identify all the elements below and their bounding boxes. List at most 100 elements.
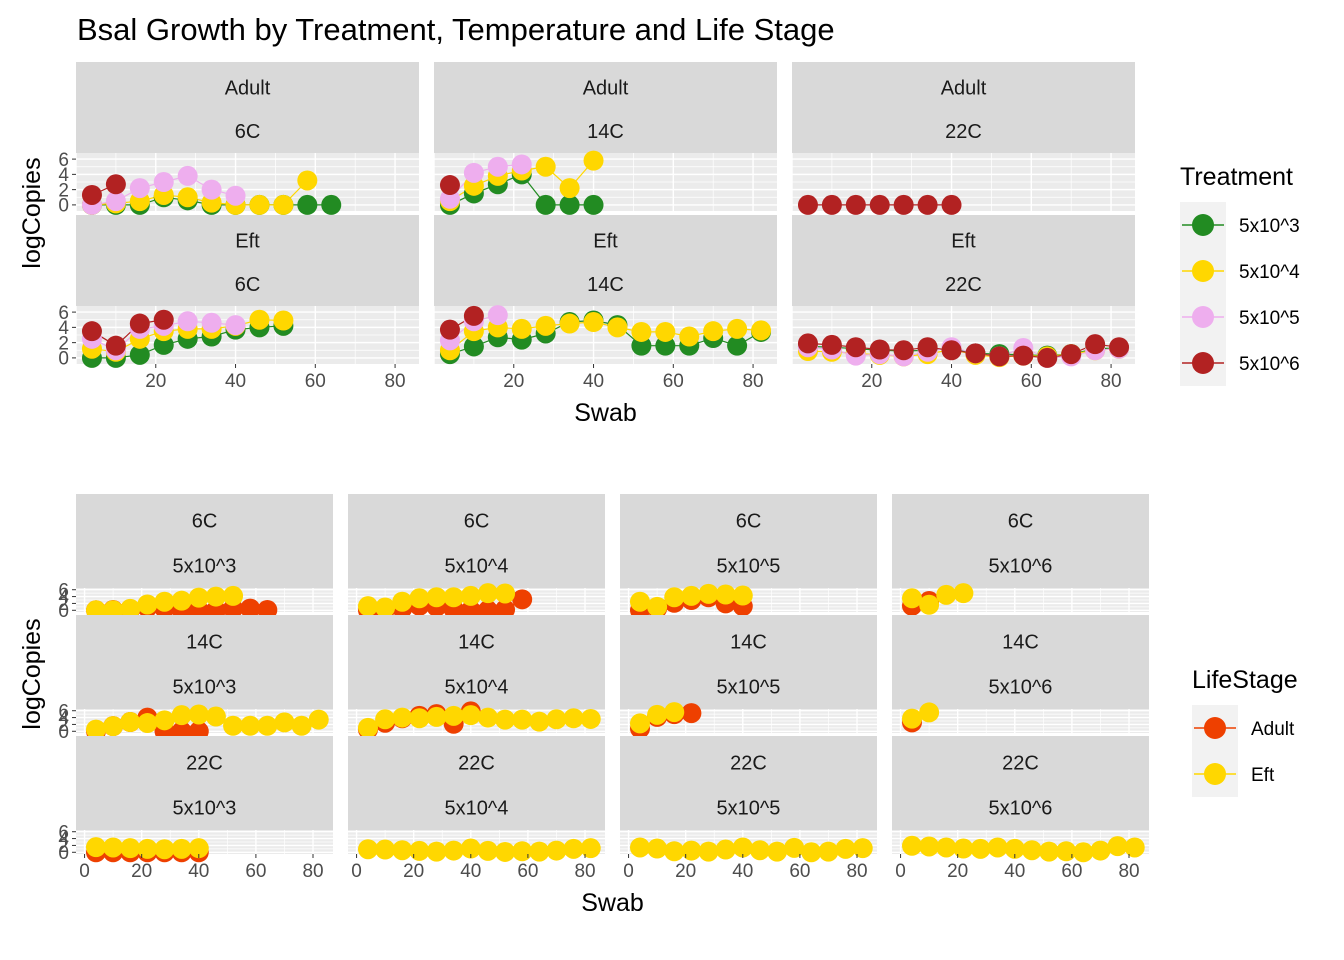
data-point: [392, 840, 413, 861]
data-point: [105, 174, 126, 195]
y-tick-label: 2: [58, 836, 69, 857]
x-tick-label: 20: [675, 861, 696, 882]
data-point: [563, 838, 584, 859]
data-point: [698, 583, 719, 604]
strip-label: Eft: [235, 230, 260, 252]
y-tick-label: 4: [58, 708, 69, 729]
data-point: [970, 838, 991, 859]
data-point: [291, 715, 312, 736]
x-tick-label: 60: [245, 861, 266, 882]
y-tick-label: 6: [58, 303, 69, 324]
data-point: [443, 587, 464, 608]
data-point: [664, 841, 685, 862]
data-point: [751, 320, 772, 341]
data-point: [205, 586, 226, 607]
data-point: [137, 594, 158, 615]
data-point: [835, 838, 856, 859]
data-point: [845, 194, 866, 215]
data-point: [563, 708, 584, 729]
y-tick-label: 0: [58, 349, 69, 370]
facet-strip: [76, 736, 333, 830]
facet-panel: 6C 5x10^4: [348, 494, 605, 621]
data-point: [257, 599, 278, 620]
data-point: [177, 187, 198, 208]
legend-swatch: [1204, 763, 1226, 785]
data-point: [732, 837, 753, 858]
strip-label: 14C: [186, 631, 223, 653]
facet-strip: [76, 615, 333, 709]
x-tick-label: 20: [503, 371, 524, 392]
x-tick-label: 60: [789, 861, 810, 882]
data-point: [137, 838, 158, 859]
data-point: [941, 194, 962, 215]
data-point: [681, 840, 702, 861]
data-point: [129, 178, 150, 199]
data-point: [681, 703, 702, 724]
y-tick-label: 0: [58, 196, 69, 217]
y-tick-label: 6: [58, 701, 69, 722]
data-point: [240, 598, 261, 619]
x-tick-label: 40: [732, 861, 753, 882]
x-tick-label: 20: [403, 861, 424, 882]
strip-label: 14C: [458, 631, 495, 653]
facet-strip: [620, 494, 877, 588]
data-point: [989, 346, 1010, 367]
facet-strip: [792, 215, 1135, 306]
data-point: [129, 313, 150, 334]
strip-label: 6C: [1008, 510, 1034, 532]
x-tick-label: 20: [947, 861, 968, 882]
data-point: [357, 717, 378, 738]
data-point: [443, 705, 464, 726]
strip-label: 5x10^3: [173, 797, 237, 819]
facet-panel: 6C 5x10^6: [892, 494, 1149, 616]
data-point: [529, 711, 550, 732]
data-point: [375, 597, 396, 618]
y-tick-label: 2: [58, 715, 69, 736]
data-point: [249, 194, 270, 215]
facet-strip: [76, 62, 419, 153]
data-point: [487, 305, 508, 326]
data-point: [919, 836, 940, 857]
strip-label: 5x10^3: [173, 676, 237, 698]
data-point: [201, 312, 222, 333]
data-point: [273, 310, 294, 331]
data-point: [223, 715, 244, 736]
data-point: [85, 837, 106, 858]
facet-strip: [620, 615, 877, 709]
data-point: [105, 335, 126, 356]
facet-panel: 14C 5x10^5: [620, 615, 877, 739]
facet-panel: Eft 14C 20 40 60 80: [433, 215, 777, 392]
data-point: [188, 838, 209, 859]
data-point: [103, 716, 124, 737]
data-point: [177, 165, 198, 186]
data-point: [375, 839, 396, 860]
data-point: [171, 838, 192, 859]
data-point: [511, 154, 532, 175]
data-point: [225, 315, 246, 336]
y-tick-label: 2: [58, 594, 69, 615]
x-tick-label: 20: [861, 371, 882, 392]
data-point: [463, 305, 484, 326]
data-point: [495, 709, 516, 730]
strip-label: 5x10^6: [989, 797, 1053, 819]
data-point: [629, 591, 650, 612]
data-point: [495, 583, 516, 604]
data-point: [129, 344, 150, 365]
y-tick-label: 0: [58, 601, 69, 622]
data-point: [727, 335, 748, 356]
data-point: [357, 596, 378, 617]
strip-label: 5x10^4: [445, 676, 509, 698]
data-point: [85, 719, 106, 740]
data-point: [120, 838, 141, 859]
facet-panel: 22C 5x10^4 0 20 40 60 80: [348, 736, 605, 882]
data-point: [240, 715, 261, 736]
lifestage-plot: 6C5x10^302466C5x10^46C5x10^56C5x10^614C5…: [18, 494, 1298, 917]
x-tick-label: 80: [1100, 371, 1121, 392]
data-point: [426, 587, 447, 608]
data-point: [1124, 837, 1145, 858]
data-point: [426, 841, 447, 862]
data-point: [559, 178, 580, 199]
data-point: [893, 340, 914, 361]
x-tick-label: 40: [188, 861, 209, 882]
